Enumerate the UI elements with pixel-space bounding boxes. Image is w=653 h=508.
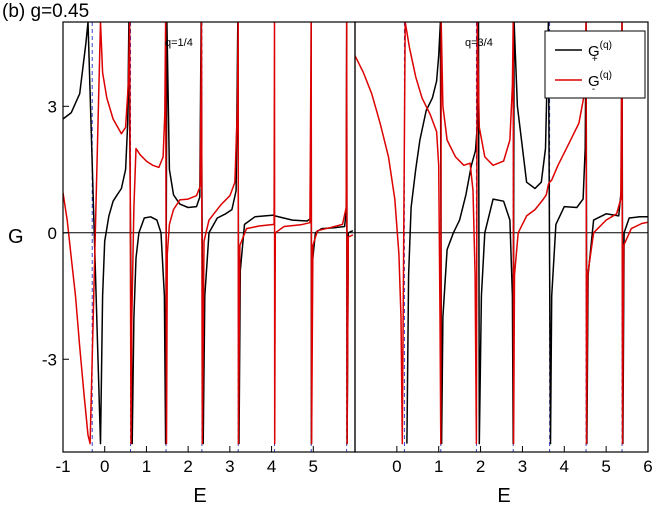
series-left: [63, 22, 354, 445]
x-axis-label-right: E: [497, 485, 510, 507]
x-tick-label-left-1: 0: [100, 457, 109, 476]
ticks-left: -1 0 1 2 3 4 5 3 0 -3: [42, 97, 318, 476]
panel-left: -1 0 1 2 3 4 5 3 0 -3 q=1/4 E: [42, 21, 356, 507]
chart-title: (b) g=0.45: [2, 1, 89, 22]
x-tick-label-left-6: 5: [309, 457, 318, 476]
series-right: [355, 22, 648, 445]
series-minus-left: [63, 22, 354, 445]
legend-label-plus: G(q) +: [588, 40, 612, 65]
legend: G(q) + G(q) -: [544, 30, 646, 99]
x-tick-label-left-3: 2: [183, 457, 192, 476]
y-tick-label-0: 3: [48, 97, 57, 116]
x-tick-label-left-2: 1: [142, 457, 151, 476]
x-tick-label-right-6: 6: [643, 457, 652, 476]
legend-label-minus: G(q) -: [588, 70, 612, 95]
ticks-right: 0 1 2 3 4 5 6: [392, 446, 653, 476]
plot-frame-right: [354, 21, 649, 453]
x-tick-label-right-4: 4: [560, 457, 569, 476]
y-axis-label: G: [8, 226, 24, 248]
x-tick-label-right-1: 1: [434, 457, 443, 476]
x-tick-label-left-5: 4: [267, 457, 276, 476]
x-tick-label-right-5: 5: [601, 457, 610, 476]
panel-annotation-left: q=1/4: [165, 37, 193, 49]
x-tick-label-right-2: 2: [476, 457, 485, 476]
x-tick-label-left-4: 3: [225, 457, 234, 476]
x-tick-label-right-3: 3: [518, 457, 527, 476]
y-tick-label-1: 0: [48, 224, 57, 243]
x-tick-label-left-0: -1: [55, 457, 70, 476]
x-axis-label-left: E: [193, 485, 206, 507]
panel-annotation-right: q=3/4: [465, 37, 493, 49]
x-tick-label-right-0: 0: [392, 457, 401, 476]
y-tick-label-2: -3: [42, 350, 57, 369]
legend-box: [544, 30, 646, 99]
series-minus-right: [355, 22, 648, 445]
panel-right: 0 1 2 3 4 5 6 q=3/4 E: [354, 21, 653, 507]
